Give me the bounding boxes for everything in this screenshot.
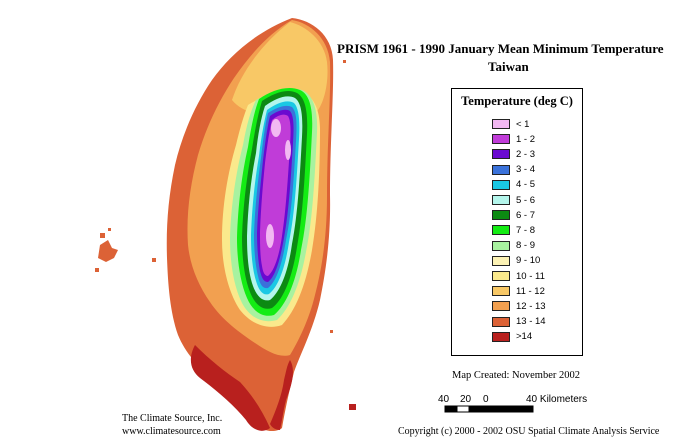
legend-label: 9 - 10 <box>516 255 541 267</box>
legend-swatch <box>492 331 510 342</box>
legend-item: 10 - 11 <box>492 270 545 282</box>
legend-item: 9 - 10 <box>492 255 540 267</box>
legend-item: 1 - 2 <box>492 133 535 145</box>
legend-label: 7 - 8 <box>516 224 536 236</box>
islet <box>343 60 346 63</box>
scale-bar-graphic <box>444 405 534 413</box>
penghu-islands <box>95 268 99 272</box>
legend-item: >14 <box>492 331 532 343</box>
map-title: PRISM 1961 - 1990 January Mean Minimum T… <box>337 41 664 56</box>
legend-label: 8 - 9 <box>516 240 536 252</box>
legend: Temperature (deg C) < 1 1 - 2 2 - 3 3 - 4 4 … <box>451 88 583 356</box>
zone-gt-14 <box>270 360 293 430</box>
scale-label: 20 <box>460 394 472 405</box>
legend-swatch <box>492 134 510 145</box>
legend-label: < 1 <box>516 118 530 130</box>
green-island <box>349 404 356 410</box>
legend-item: 12 - 13 <box>492 300 546 312</box>
legend-item: 8 - 9 <box>492 240 535 252</box>
scale-label: 0 <box>483 394 489 405</box>
credit-website: www.climatesource.com <box>122 426 221 437</box>
scale-label: 40 Kilometers <box>526 394 588 405</box>
credit-company: The Climate Source, Inc. <box>122 413 223 424</box>
legend-swatch <box>492 195 510 205</box>
legend-item: 4 - 5 <box>492 179 535 191</box>
legend-swatch <box>492 210 510 221</box>
legend-label: 4 - 5 <box>516 179 536 191</box>
legend-swatch <box>492 164 510 175</box>
legend-swatch <box>492 225 510 236</box>
legend-item: 6 - 7 <box>492 209 535 221</box>
legend-item: 3 - 4 <box>492 164 535 176</box>
legend-item: < 1 <box>492 118 529 130</box>
legend-swatch <box>492 149 510 160</box>
legend-swatch <box>492 301 510 312</box>
zone-lt-1 <box>266 224 274 248</box>
legend-label: 13 - 14 <box>516 316 546 328</box>
legend-label: 5 - 6 <box>516 194 536 206</box>
legend-item: 11 - 12 <box>492 285 545 297</box>
penghu-islands <box>98 240 118 262</box>
penghu-islands <box>108 228 111 231</box>
legend-label: 10 - 11 <box>516 270 545 282</box>
zone-lt-1 <box>285 140 291 160</box>
scale-bar: 40 20 0 40 Kilometers <box>438 394 598 418</box>
zone-gt-14 <box>190 345 270 431</box>
legend-item: 2 - 3 <box>492 148 535 160</box>
map-subtitle: Taiwan <box>488 59 529 74</box>
orchid-island <box>330 330 333 333</box>
legend-label: 11 - 12 <box>516 285 545 297</box>
copyright: Copyright (c) 2000 - 2002 OSU Spatial Cl… <box>398 426 660 437</box>
penghu-islands <box>152 258 156 262</box>
legend-label: 6 - 7 <box>516 209 536 221</box>
zone-lt-1 <box>271 119 281 137</box>
scale-label: 40 <box>438 394 450 405</box>
legend-label: 12 - 13 <box>516 300 546 312</box>
legend-item: 7 - 8 <box>492 224 535 236</box>
legend-swatch <box>492 286 510 297</box>
legend-swatch <box>492 271 510 281</box>
legend-swatch <box>492 240 510 251</box>
legend-swatch <box>492 119 510 129</box>
legend-label: >14 <box>516 331 533 343</box>
legend-swatch <box>492 255 510 266</box>
legend-item: 5 - 6 <box>492 194 535 206</box>
legend-swatch <box>492 316 510 327</box>
map-created-date: Map Created: November 2002 <box>452 370 581 381</box>
legend-item: 13 - 14 <box>492 316 546 328</box>
legend-title: Temperature (deg C) <box>461 94 573 108</box>
legend-label: 3 - 4 <box>516 164 536 176</box>
legend-label: 1 - 2 <box>516 133 536 145</box>
penghu-islands <box>100 233 105 238</box>
legend-label: 2 - 3 <box>516 148 536 160</box>
legend-swatch <box>492 179 510 190</box>
